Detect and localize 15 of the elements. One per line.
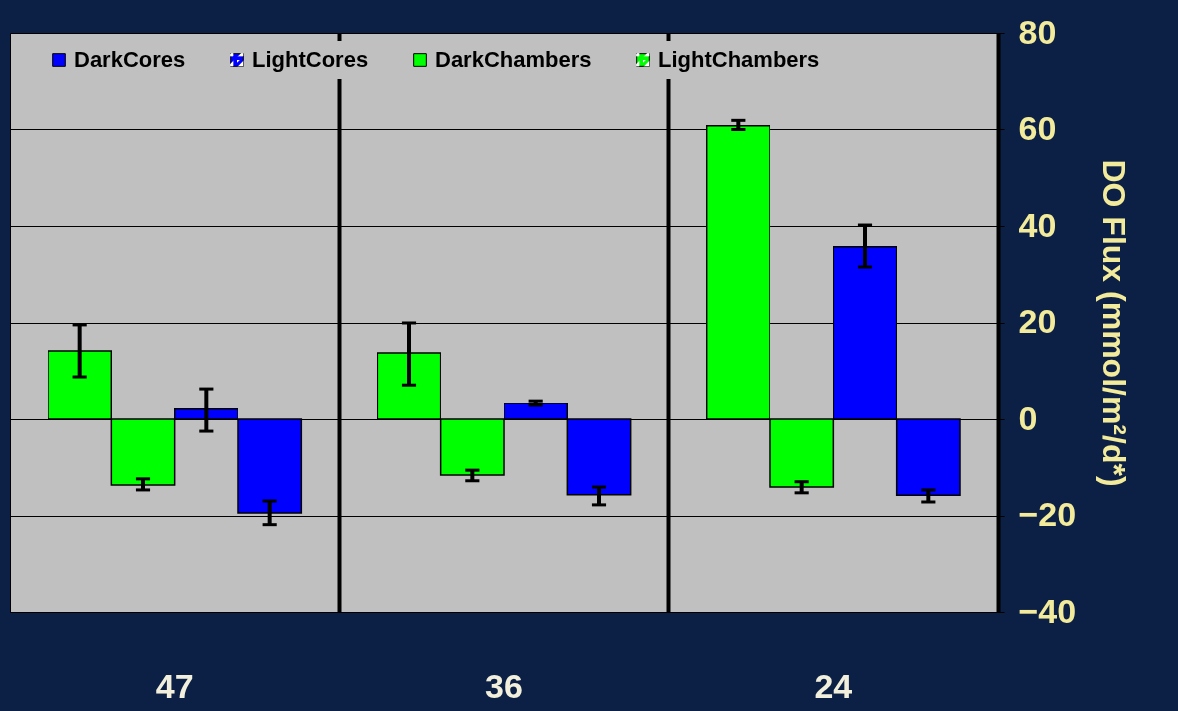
- x-tick-label: 24: [814, 666, 853, 705]
- y-tick-label: −40: [1018, 591, 1077, 630]
- y-tick-label: 80: [1018, 12, 1057, 51]
- legend-label: DarkCores: [74, 47, 186, 72]
- x-tick-label: 47: [155, 666, 194, 705]
- y-tick-label: −20: [1018, 495, 1077, 533]
- legend-label: DarkChambers: [435, 47, 592, 72]
- y-tick-label: 20: [1018, 302, 1057, 340]
- x-tick-label: 36: [485, 666, 523, 705]
- legend-label: LightCores: [252, 47, 369, 72]
- y-tick-label: 40: [1018, 205, 1057, 244]
- y-axis-title: DO Flux (mmol/m²/d*): [1096, 159, 1133, 487]
- legend-label: LightChambers: [658, 47, 820, 72]
- y-tick-label: 0: [1018, 398, 1038, 437]
- y-tick-label: 60: [1018, 109, 1057, 147]
